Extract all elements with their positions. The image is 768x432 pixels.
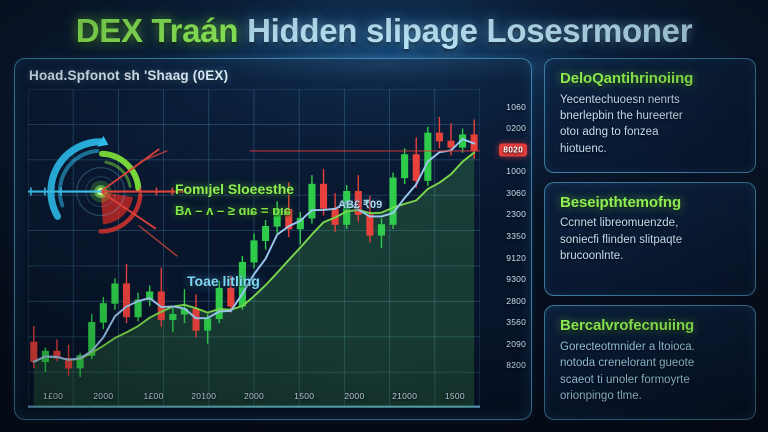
sidebar-card-heading: Bercalvrofecnuiing — [560, 317, 695, 335]
page-title: DEX Traán Hidden slipage Losesrmoner — [0, 8, 768, 54]
sidebar-card-line: Gorecteotmnider a ltoioca. — [560, 341, 695, 354]
annotation-inline-code: AB£ ₹09 — [338, 199, 383, 211]
sidebar-card-line: soniecfi flinden slitpaqte — [560, 233, 683, 246]
chart-y-axis: 1060 0200 8020 1000 3060 2300 3350 9120 9300 2800… — [481, 89, 528, 383]
x-axis-tick: 1£00 — [143, 391, 164, 401]
x-axis-tick: 21000 — [392, 391, 418, 401]
sidebar-card-line: scaeot ti unoler formoyrte — [560, 373, 690, 386]
y-axis-tick: 2300 — [506, 209, 526, 220]
page-title-segment-blue: Hidden slipage Losesrmoner — [247, 12, 693, 49]
annotation-formula-equation: Bʌ – ʌ – ≥ ɑıɕ = ɒıɕ — [175, 203, 291, 218]
sidebar-card[interactable]: DeloQantihrinoiing Yecentechuoesn nenrts b… — [544, 58, 756, 173]
page-title-segment-green: DEX Traán — [75, 12, 239, 49]
y-axis-tick: 8200 — [506, 360, 526, 371]
y-axis-tick: 9120 — [506, 252, 526, 263]
x-axis-tick: 2000 — [344, 391, 365, 401]
sidebar-card-body: Gorecteotmnider a ltoioca. notoda crenelo… — [560, 339, 742, 404]
x-axis-tick: 2000 — [243, 391, 265, 401]
annotation-formula-title: Fomıjel Sloeesthe — [175, 181, 295, 197]
chart-x-axis: 1£00 2000 1£00 20100 2000 1500 2000 21000 1500 — [28, 391, 480, 405]
y-axis-tick: 2090 — [506, 338, 526, 349]
y-axis-tick: 1000 — [506, 166, 526, 177]
sidebar-card-line: Yecentechuoesn nenrts — [560, 93, 680, 106]
sidebar-card-line: otoı adng to fonzea — [560, 126, 659, 139]
x-axis-tick: 1500 — [444, 391, 465, 401]
y-axis-tick: 3060 — [506, 187, 526, 198]
sidebar-card-line: hiotuenc. — [560, 142, 607, 155]
chart-panel[interactable]: Hoad.Spfonot sh 'Shaag (0EX) 1060 0200 802… — [14, 58, 532, 420]
y-axis-tick: 2800 — [506, 295, 526, 306]
y-axis-tick: 3350 — [506, 231, 526, 241]
candlestick-series — [30, 116, 480, 408]
sidebar-card-heading: Beseipthtemofng — [560, 193, 682, 211]
chart-title: Hoad.Spfonot sh 'Shaag (0EX) — [29, 68, 229, 83]
content-stage: Hoad.Spfonot sh 'Shaag (0EX) 1060 0200 802… — [14, 58, 756, 421]
y-axis-price-badge[interactable]: 8020 — [499, 143, 527, 157]
gauge-overlay — [28, 135, 188, 257]
y-axis-tick: 9300 — [506, 274, 526, 285]
sidebar-card-body: Yecentechuoesn nenrts bnerlepbin the hure… — [560, 92, 742, 157]
chart-plot-area[interactable] — [28, 89, 480, 408]
sidebar-card[interactable]: Beseipthtemofng Ccnnet libreomuenzde, soni… — [544, 181, 756, 297]
sidebar-card-line: notoda crenelorant gueote — [560, 357, 695, 370]
x-axis-tick: 1500 — [294, 391, 315, 401]
sidebar-card-line: bnerlepbin the hureerter — [560, 110, 683, 123]
sidebar-card-line: brucoonlnte. — [560, 250, 624, 263]
sidebar-card-line: Ccnnet libreomuenzde, — [560, 217, 679, 230]
chart-gridlines — [28, 89, 480, 408]
x-axis-tick: 2000 — [93, 391, 114, 401]
sidebar-card-body: Ccnnet libreomuenzde, soniecfi flinden sl… — [560, 215, 742, 264]
annotation-tool-label: Toae litling — [187, 273, 260, 289]
sidebar-card-line: orionpingo tlme. — [560, 390, 642, 403]
sidebar-card-heading: DeloQantihrinoiing — [560, 70, 694, 87]
x-axis-tick: 1£00 — [43, 391, 64, 401]
y-axis-tick: 1060 — [506, 101, 526, 112]
sidebar-card[interactable]: Bercalvrofecnuiing Gorecteotmnider a ltoi… — [544, 305, 756, 421]
y-axis-tick: 3560 — [506, 317, 526, 328]
x-axis-tick: 20100 — [191, 391, 217, 401]
sidebar: DeloQantihrinoiing Yecentechuoesn nenrts b… — [544, 58, 756, 421]
y-axis-tick: 0200 — [506, 123, 526, 134]
